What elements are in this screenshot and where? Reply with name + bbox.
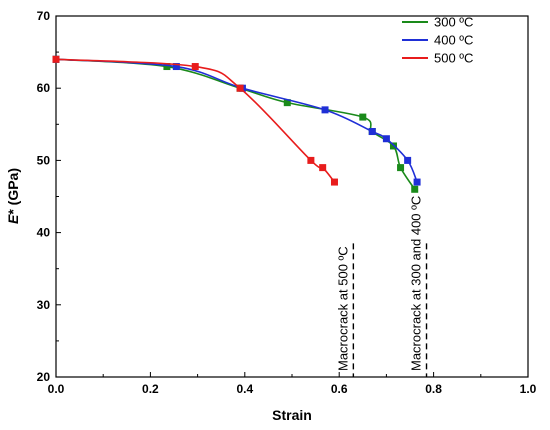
- data-point: [368, 128, 376, 136]
- macrocrack-lines: Macrocrack at 500 ºC Macrocrack at 300 an…: [335, 196, 428, 377]
- y-tick-label: 20: [37, 370, 51, 384]
- series-line: [55, 58, 418, 183]
- data-point: [307, 156, 315, 164]
- legend: 300 ºC 400 ºC 500 ºC: [402, 15, 473, 66]
- series-1: [52, 55, 419, 193]
- y-axis-ticks: 20 30 40 50 60 70: [37, 9, 61, 384]
- data-point: [172, 63, 180, 71]
- legend-label: 400 ºC: [434, 33, 473, 48]
- data-point: [236, 84, 244, 92]
- data-point: [319, 164, 327, 172]
- series-2: [52, 55, 421, 186]
- data-point: [389, 142, 397, 150]
- x-axis-title: Strain: [272, 407, 312, 423]
- x-tick-label: 1.0: [520, 382, 537, 396]
- y-tick-label: 60: [37, 81, 51, 95]
- x-axis-ticks: 0.0 0.2 0.4 0.6 0.8 1.0: [48, 372, 537, 396]
- x-tick-label: 0.8: [425, 382, 442, 396]
- legend-label: 500 ºC: [434, 51, 473, 66]
- data-point: [191, 63, 199, 71]
- legend-label: 300 ºC: [434, 15, 473, 30]
- y-axis-title-unit: * (GPa): [5, 168, 21, 215]
- data-point: [397, 164, 405, 172]
- data-point: [52, 55, 60, 63]
- series-line: [55, 58, 336, 183]
- data-point: [283, 99, 291, 107]
- data-point: [411, 185, 419, 193]
- data-point: [163, 63, 171, 71]
- y-tick-label: 50: [37, 153, 51, 167]
- y-axis-title: E* (GPa): [5, 168, 21, 224]
- data-point: [321, 106, 329, 114]
- data-point: [404, 156, 412, 164]
- y-tick-label: 40: [37, 226, 51, 240]
- data-point: [413, 178, 421, 186]
- series-line: [55, 58, 416, 190]
- plot-frame: [55, 15, 529, 378]
- y-tick-label: 30: [37, 298, 51, 312]
- macrocrack-label: Macrocrack at 500 ºC: [335, 246, 350, 371]
- series-layer: [52, 55, 421, 193]
- x-tick-label: 0.2: [142, 382, 159, 396]
- y-tick-label: 70: [37, 9, 51, 23]
- x-tick-label: 0.4: [236, 382, 253, 396]
- data-point: [330, 178, 338, 186]
- data-point: [359, 113, 367, 121]
- macrocrack-label: Macrocrack at 300 and 400 ºC: [409, 196, 424, 371]
- data-point: [382, 135, 390, 143]
- x-tick-label: 0.6: [331, 382, 348, 396]
- x-tick-label: 0.0: [48, 382, 65, 396]
- series-3: [52, 55, 338, 186]
- y-axis-title-symbol: E: [5, 214, 21, 224]
